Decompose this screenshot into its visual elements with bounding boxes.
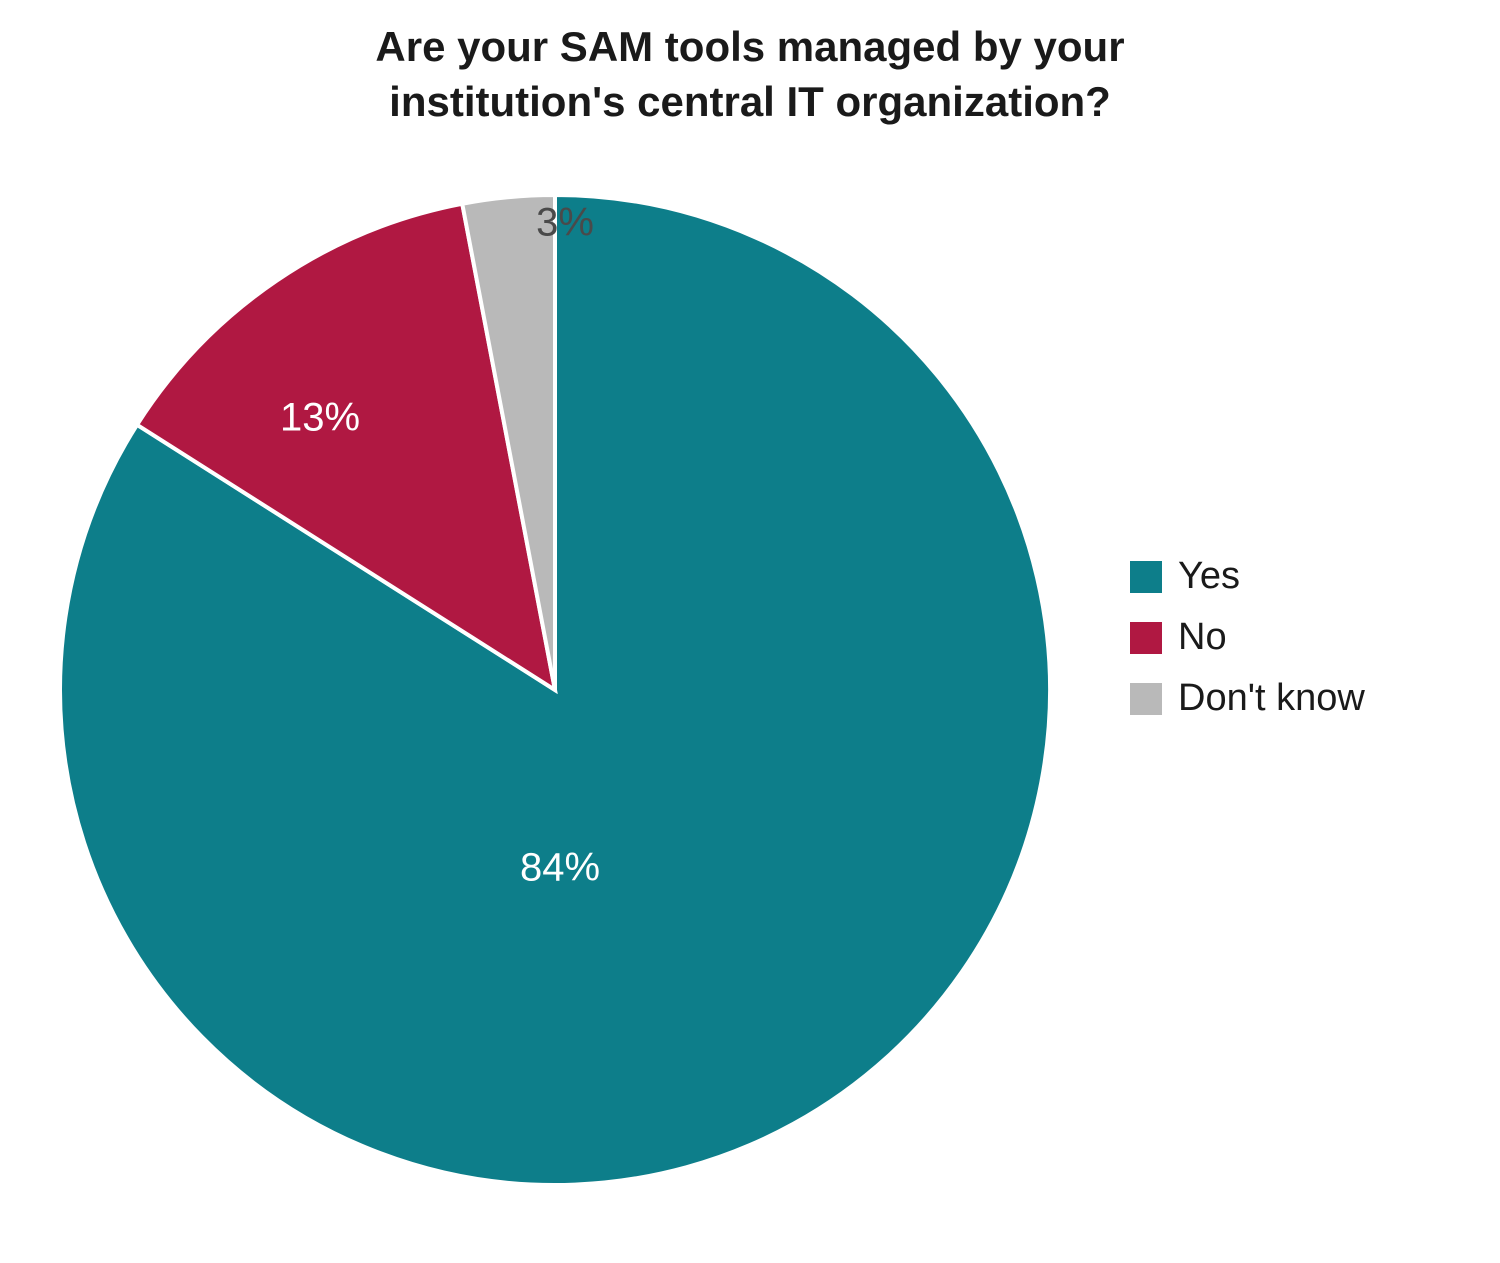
- legend-swatch: [1130, 561, 1162, 593]
- slice-label-no: 13%: [280, 396, 360, 440]
- legend-item-don-t-know: Don't know: [1130, 677, 1365, 720]
- legend-item-no: No: [1130, 616, 1365, 659]
- legend-swatch: [1130, 683, 1162, 715]
- legend-label: Yes: [1178, 555, 1240, 598]
- slice-label-yes: 84%: [520, 846, 600, 890]
- legend-label: Don't know: [1178, 677, 1365, 720]
- legend-swatch: [1130, 622, 1162, 654]
- legend: Yes No Don't know: [1130, 555, 1365, 720]
- slice-label-don-t-know: 3%: [536, 201, 594, 245]
- legend-label: No: [1178, 616, 1227, 659]
- title-line-1: Are your SAM tools managed by your: [0, 20, 1500, 75]
- legend-item-yes: Yes: [1130, 555, 1365, 598]
- chart-container: Are your SAM tools managed by your insti…: [0, 0, 1500, 1263]
